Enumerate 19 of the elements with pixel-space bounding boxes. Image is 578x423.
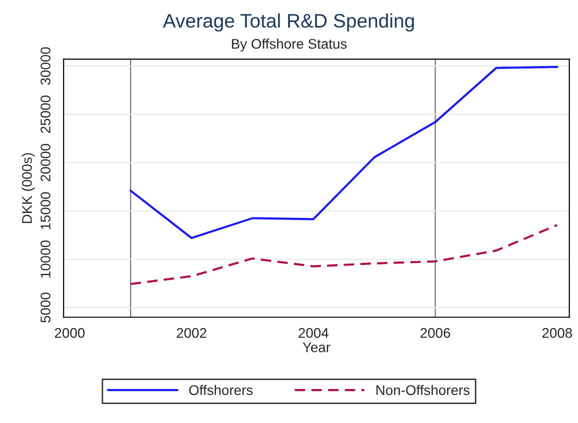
y-tick-label: 25000	[40, 96, 50, 133]
x-tick-label: 2008	[542, 328, 572, 338]
y-tick-label: 30000	[40, 47, 50, 85]
y-tick-label: 20000	[40, 144, 50, 182]
legend-label: Offshorers	[189, 384, 253, 396]
y-tick-label: 5000	[40, 292, 50, 322]
x-axis-title: Year	[302, 342, 330, 352]
chart-title: Average Total R&D Spending	[162, 13, 414, 32]
y-axis-title: DKK (000s)	[22, 153, 35, 223]
y-tick-label: 15000	[40, 192, 50, 230]
legend-label: Non-Offshorers	[376, 384, 470, 396]
x-tick-label: 2004	[298, 328, 328, 338]
x-tick-label: 2002	[176, 328, 206, 338]
x-tick-label: 2006	[420, 328, 450, 338]
line-series	[130, 66, 558, 240]
y-tick-label: 10000	[40, 240, 50, 278]
chart-subtitle: By Offshore Status	[232, 38, 347, 52]
x-tick-label: 2000	[54, 328, 85, 338]
line-series	[130, 224, 558, 286]
